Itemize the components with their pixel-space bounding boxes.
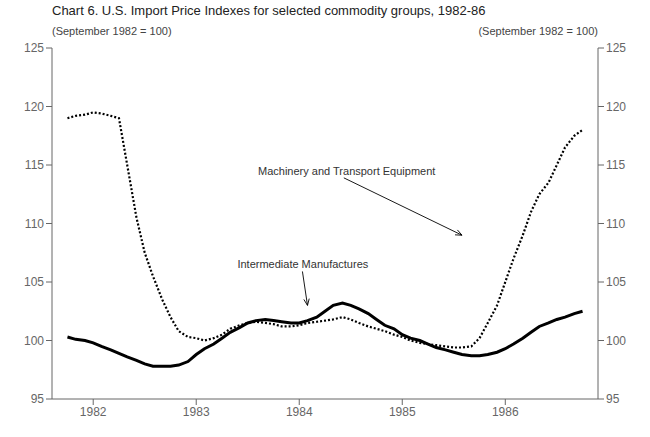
html-text:(September 1982 = 100): (September 1982 = 100) <box>52 25 172 37</box>
svg-text:120: 120 <box>24 100 44 114</box>
svg-text:1982: 1982 <box>80 405 107 419</box>
svg-text:Machinery and Transport Equipm: Machinery and Transport Equipment <box>258 165 435 177</box>
svg-text:110: 110 <box>25 217 44 231</box>
html-text:(September 1982 = 100): (September 1982 = 100) <box>478 25 598 37</box>
svg-text:105: 105 <box>24 275 44 289</box>
svg-text:1985: 1985 <box>389 405 416 419</box>
html-text:Chart 6. U.S. Import Price Ind: Chart 6. U.S. Import Price Indexes for s… <box>52 3 486 18</box>
svg-text:105: 105 <box>606 275 626 289</box>
svg-text:100: 100 <box>24 334 44 348</box>
svg-text:95: 95 <box>31 392 45 406</box>
svg-text:115: 115 <box>25 158 44 172</box>
svg-text:1983: 1983 <box>183 405 210 419</box>
svg-text:1986: 1986 <box>492 405 519 419</box>
svg-text:Intermediate Manufactures: Intermediate Manufactures <box>237 258 368 270</box>
svg-text:110: 110 <box>606 217 625 231</box>
svg-text:120: 120 <box>606 100 626 114</box>
svg-text:125: 125 <box>606 41 626 55</box>
svg-text:115: 115 <box>606 158 625 172</box>
svg-text:1984: 1984 <box>286 405 313 419</box>
svg-text:125: 125 <box>24 41 44 55</box>
svg-text:100: 100 <box>606 334 626 348</box>
svg-text:95: 95 <box>606 392 620 406</box>
